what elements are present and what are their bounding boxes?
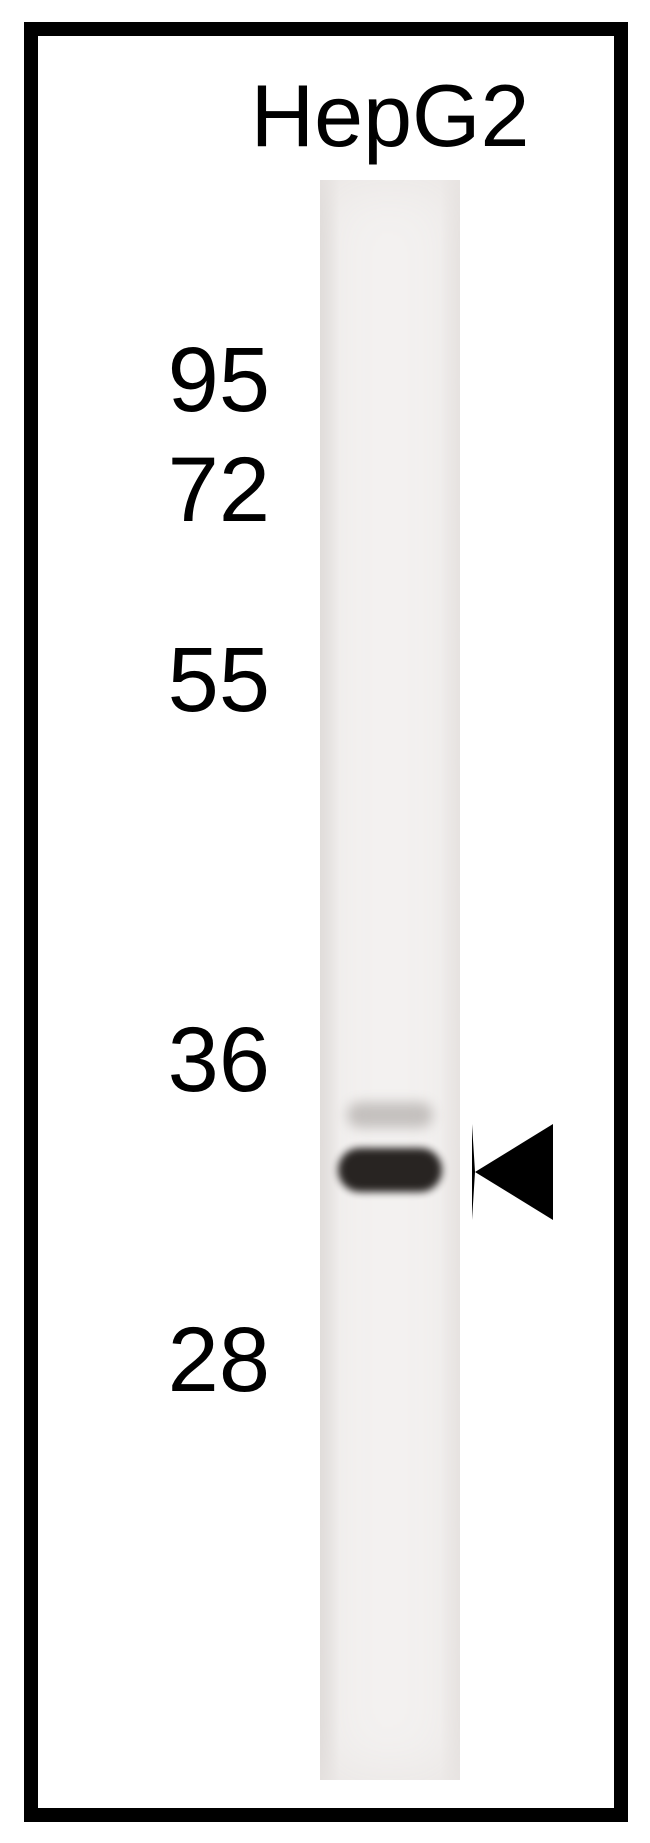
faint-band	[347, 1102, 434, 1128]
mw-marker-36: 36	[50, 1014, 270, 1106]
sample-label: HepG2	[190, 72, 590, 160]
mw-marker-72: 72	[50, 444, 270, 536]
band-pointer-arrow-icon	[472, 1124, 553, 1220]
mw-marker-55: 55	[50, 634, 270, 726]
target-band	[338, 1148, 442, 1192]
mw-marker-95: 95	[50, 334, 270, 426]
mw-marker-28: 28	[50, 1314, 270, 1406]
blot-lane	[320, 180, 460, 1780]
